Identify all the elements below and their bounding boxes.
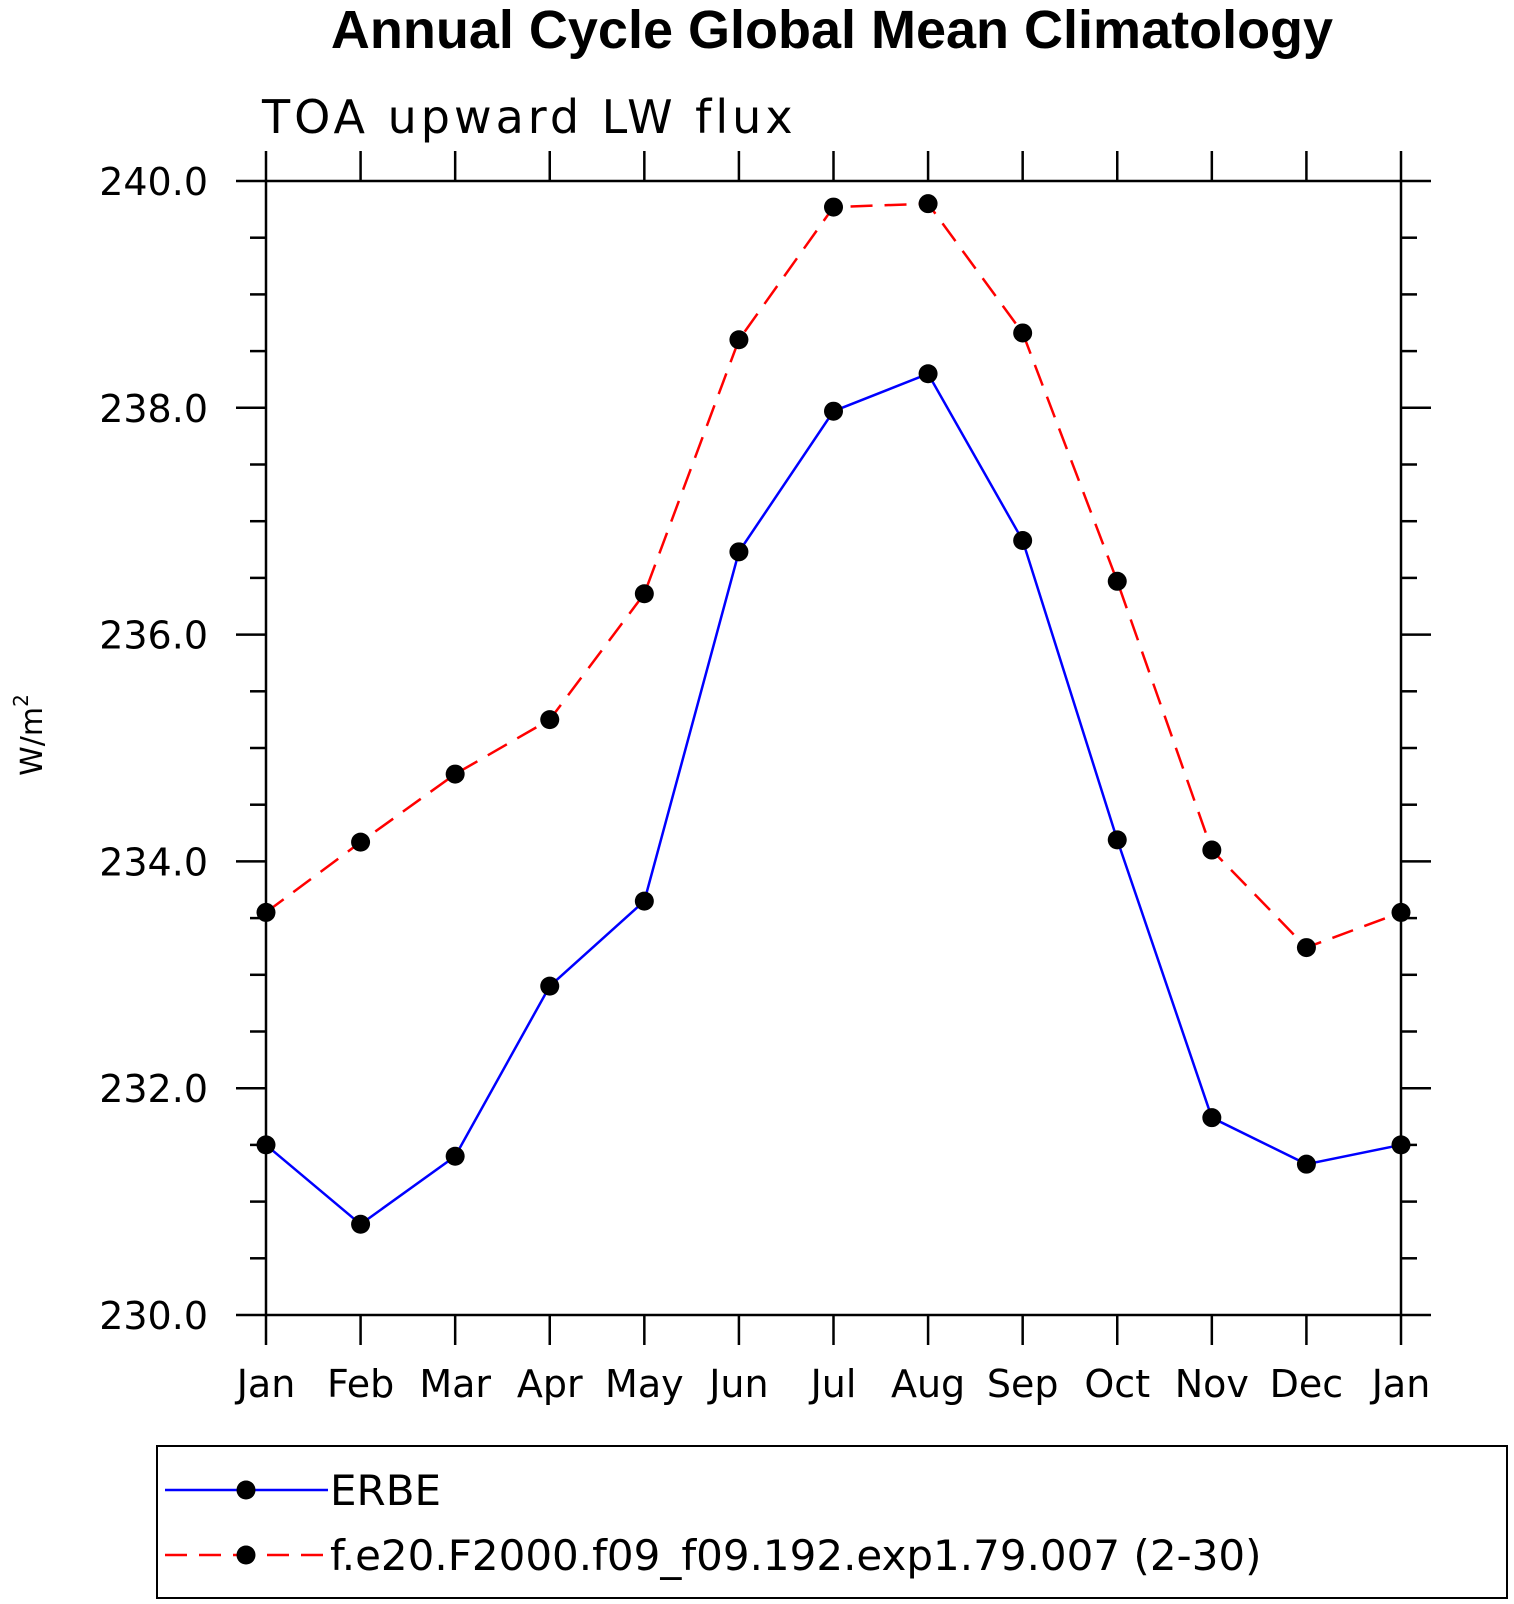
y-tick-label: 236.0 <box>99 614 208 658</box>
data-point <box>1202 1108 1222 1128</box>
x-tick-label: Jan <box>235 1362 296 1406</box>
data-point <box>1013 530 1033 550</box>
data-point <box>256 1135 276 1155</box>
y-tick-label: 238.0 <box>99 387 208 431</box>
data-point <box>729 542 749 562</box>
data-point <box>1107 571 1127 591</box>
series-2 <box>256 194 1411 958</box>
x-tick-label: Oct <box>1084 1362 1150 1406</box>
legend-marker <box>236 1480 256 1500</box>
data-point <box>1107 830 1127 850</box>
x-tick-label: Nov <box>1175 1362 1249 1406</box>
data-point <box>824 401 843 421</box>
x-tick-label: Dec <box>1270 1362 1344 1406</box>
x-tick-label: Aug <box>891 1362 965 1406</box>
legend-label: ERBE <box>330 1466 441 1515</box>
data-point <box>1391 902 1411 922</box>
data-point <box>445 764 465 784</box>
y-axis-label-group: W/m2 <box>9 694 50 776</box>
data-point <box>634 891 654 911</box>
x-tick-label: Mar <box>419 1362 491 1406</box>
legend-box <box>156 1445 1508 1599</box>
legend-item: f.e20.F2000.f09_f09.192.exp1.79.007 (2-3… <box>165 1531 1262 1580</box>
chart-subtitle: TOA upward LW flux <box>261 90 797 144</box>
y-tick-label: 232.0 <box>99 1067 208 1111</box>
data-point <box>729 330 749 350</box>
chart-title: Annual Cycle Global Mean Climatology <box>331 0 1333 60</box>
legend-item: ERBE <box>165 1466 441 1515</box>
x-tick-label: Sep <box>987 1362 1059 1406</box>
data-point <box>1202 840 1222 860</box>
legend: ERBE f.e20.F2000.f09_f09.192.exp1.79.007 … <box>156 1445 1508 1599</box>
data-point <box>256 902 276 922</box>
y-tick-label: 234.0 <box>99 840 208 884</box>
data-point <box>824 197 843 217</box>
x-tick-label: Feb <box>327 1362 394 1406</box>
data-point <box>1013 323 1033 343</box>
y-axis-label-superscript: 2 <box>9 694 33 707</box>
x-tick-label: Jun <box>707 1362 768 1406</box>
data-point <box>540 976 560 996</box>
x-tick-label: May <box>605 1362 684 1406</box>
x-tick-label: Jan <box>1370 1362 1431 1406</box>
y-tick-label: 240.0 <box>99 160 208 204</box>
data-point <box>351 1214 371 1234</box>
data-point <box>351 832 371 852</box>
series-1 <box>256 364 1411 1234</box>
data-point <box>1391 1135 1411 1155</box>
data-point <box>540 710 560 730</box>
data-point <box>1296 938 1316 958</box>
data-point <box>918 194 938 214</box>
legend-marker <box>236 1545 256 1565</box>
x-tick-label: Jul <box>809 1362 857 1406</box>
legend-label: f.e20.F2000.f09_f09.192.exp1.79.007 (2-3… <box>330 1531 1262 1580</box>
series-layer <box>256 194 1411 1234</box>
x-tick-label: Apr <box>517 1362 583 1406</box>
data-point <box>1296 1154 1316 1174</box>
plot-frame <box>264 179 1403 1317</box>
axes: 230.0 232.0 234.0 236.0 238.0 240.0 Jan Feb Mar A… <box>99 151 1431 1406</box>
y-tick-label: 230.0 <box>99 1294 208 1338</box>
data-point <box>918 364 938 384</box>
data-point <box>445 1146 465 1166</box>
series-line <box>265 372 1402 1226</box>
series-line <box>265 202 1402 950</box>
svg-text:W/m2: W/m2 <box>9 694 50 776</box>
data-point <box>634 584 654 604</box>
y-axis-label: W/m <box>15 707 50 776</box>
